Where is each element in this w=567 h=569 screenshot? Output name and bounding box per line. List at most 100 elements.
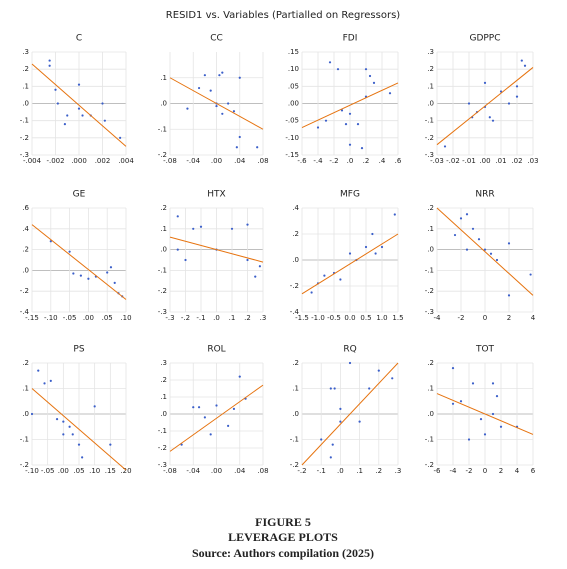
x-tick-label: 4: [531, 314, 536, 322]
point: [371, 232, 374, 236]
point: [238, 135, 241, 139]
x-tick-label: -.10: [44, 314, 58, 322]
point: [348, 112, 352, 115]
point: [477, 238, 481, 241]
point: [507, 242, 511, 245]
point: [55, 418, 59, 421]
fit-line: [301, 82, 399, 128]
point: [197, 406, 201, 409]
point: [339, 407, 342, 410]
x-tick-label: -6: [434, 467, 442, 475]
point: [471, 227, 475, 230]
y-tick-label: .1: [292, 385, 299, 393]
y-tick-label: .0: [22, 410, 29, 418]
point: [106, 271, 109, 274]
x-tick-label: .2: [244, 314, 251, 322]
x-tick-label: .3: [395, 467, 402, 475]
x-tick-label: .0: [213, 314, 220, 322]
point: [329, 387, 332, 390]
y-tick-label: .0: [427, 246, 434, 254]
y-tick-label: .0: [22, 266, 29, 274]
point: [238, 76, 241, 79]
x-tick-label: -.2: [181, 314, 190, 322]
y-tick-label: .3: [427, 48, 434, 56]
x-tick-label: .2: [363, 157, 370, 165]
point: [320, 438, 323, 441]
fit-line: [436, 207, 534, 296]
point: [520, 59, 523, 62]
point: [186, 107, 189, 110]
y-tick-label: .0: [160, 100, 167, 108]
y-tick-label: -.1: [290, 436, 299, 444]
point: [235, 146, 238, 149]
point: [333, 387, 336, 390]
point: [310, 291, 313, 294]
point: [48, 64, 51, 67]
y-tick-label: .2: [427, 359, 434, 367]
x-tick-label: -4: [434, 314, 442, 322]
point: [254, 275, 257, 278]
y-tick-label: .1: [160, 393, 167, 401]
y-tick-label: .00: [288, 100, 299, 108]
point: [66, 114, 69, 117]
point: [323, 274, 326, 277]
y-tick-label: .0: [160, 246, 167, 254]
y-tick-label: .05: [288, 82, 299, 90]
y-tick-label: .2: [22, 246, 29, 254]
point: [103, 119, 106, 122]
point: [192, 227, 195, 230]
point: [465, 213, 469, 216]
point: [451, 367, 455, 370]
y-tick-label: .4: [22, 225, 29, 233]
x-tick-label: -4: [450, 467, 458, 475]
x-tick-label: -.01: [462, 157, 476, 165]
point: [48, 59, 51, 62]
x-tick-label: .6: [395, 157, 402, 165]
x-tick-label: .08: [257, 157, 268, 165]
point: [459, 217, 463, 220]
point: [176, 248, 179, 251]
point: [215, 404, 218, 407]
x-tick-label: -.08: [163, 157, 177, 165]
x-tick-label: 2: [507, 314, 511, 322]
point: [515, 85, 519, 88]
y-tick-label: -.3: [425, 308, 434, 316]
point: [374, 252, 377, 255]
x-tick-label: -.02: [446, 157, 460, 165]
point: [499, 425, 503, 428]
x-tick-label: -1.0: [311, 314, 325, 322]
y-tick-label: .1: [427, 82, 434, 90]
point: [54, 88, 57, 91]
y-tick-label: .2: [160, 204, 167, 212]
panel-title: RQ: [343, 345, 356, 355]
point: [336, 68, 340, 71]
x-tick-label: .15: [105, 467, 116, 475]
point: [71, 433, 74, 436]
x-tick-label: -.002: [46, 157, 64, 165]
x-tick-label: .05: [102, 314, 113, 322]
y-tick-label: .1: [22, 385, 29, 393]
point: [380, 245, 384, 249]
point: [499, 90, 503, 93]
y-tick-label: .0: [160, 410, 167, 418]
point: [238, 375, 241, 378]
x-tick-label: 2: [499, 467, 503, 475]
panel-title: GE: [73, 190, 86, 200]
point: [81, 456, 84, 459]
y-tick-label: .4: [292, 204, 299, 212]
fit-line: [31, 224, 127, 300]
x-tick-label: -.05: [41, 467, 55, 475]
point: [79, 274, 82, 277]
y-tick-label: -.4: [20, 308, 30, 316]
fit-line: [31, 63, 127, 147]
point: [483, 81, 487, 84]
y-tick-label: -.1: [425, 266, 434, 274]
x-tick-label: -.4: [313, 157, 323, 165]
x-tick-label: .004: [118, 157, 134, 165]
y-tick-label: -.3: [158, 308, 167, 316]
point: [459, 400, 463, 403]
x-tick-label: .03: [527, 157, 538, 165]
y-tick-label: .2: [22, 359, 29, 367]
point: [101, 102, 104, 105]
point: [87, 277, 90, 280]
